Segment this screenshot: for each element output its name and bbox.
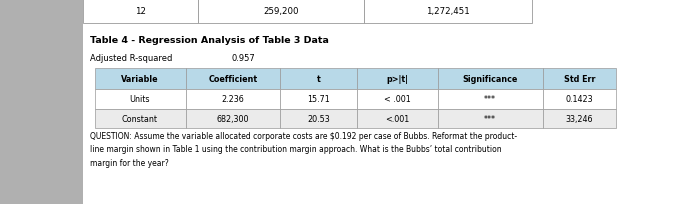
Text: Units: Units [130, 95, 150, 104]
Bar [438, 68, 542, 90]
Text: 33,246: 33,246 [566, 114, 593, 123]
Text: < .001: < .001 [384, 95, 411, 104]
Bar [280, 109, 357, 129]
Text: 20.53: 20.53 [307, 114, 330, 123]
Text: QUESTION: Assume the variable allocated corporate costs are $0.192 per case of B: QUESTION: Assume the variable allocated … [90, 132, 517, 167]
Bar [357, 90, 438, 109]
Text: 0.1423: 0.1423 [566, 95, 593, 104]
Text: ***: *** [484, 114, 496, 123]
Bar [438, 90, 542, 109]
Text: ***: *** [484, 95, 496, 104]
Bar [83, 0, 198, 23]
Text: p>|t|: p>|t| [386, 75, 408, 83]
Text: <.001: <.001 [385, 114, 410, 123]
Bar [94, 90, 186, 109]
Bar [364, 0, 532, 23]
Text: Constant: Constant [122, 114, 158, 123]
Bar [542, 109, 616, 129]
Text: Coefficient: Coefficient [208, 75, 258, 83]
Text: 0.957: 0.957 [231, 54, 255, 63]
Text: 259,200: 259,200 [263, 7, 299, 16]
Bar [186, 109, 280, 129]
Bar [542, 90, 616, 109]
Bar [83, 0, 700, 204]
Bar [542, 68, 616, 90]
Text: Adjusted R-squared: Adjusted R-squared [90, 54, 172, 63]
Bar [280, 90, 357, 109]
Bar [186, 90, 280, 109]
Bar [357, 68, 438, 90]
Text: 15.71: 15.71 [307, 95, 330, 104]
Bar [198, 0, 364, 23]
Bar [438, 109, 542, 129]
Text: Std Err: Std Err [564, 75, 595, 83]
Text: Table 4 - Regression Analysis of Table 3 Data: Table 4 - Regression Analysis of Table 3… [90, 36, 328, 45]
Text: t: t [316, 75, 321, 83]
Text: 2.236: 2.236 [221, 95, 244, 104]
Text: 1,272,451: 1,272,451 [426, 7, 470, 16]
Text: 682,300: 682,300 [216, 114, 249, 123]
Bar [94, 68, 186, 90]
Text: 12: 12 [135, 7, 146, 16]
Text: Significance: Significance [462, 75, 518, 83]
Text: Variable: Variable [121, 75, 159, 83]
Bar [186, 68, 280, 90]
Bar [357, 109, 438, 129]
Bar [94, 109, 186, 129]
Bar [280, 68, 357, 90]
